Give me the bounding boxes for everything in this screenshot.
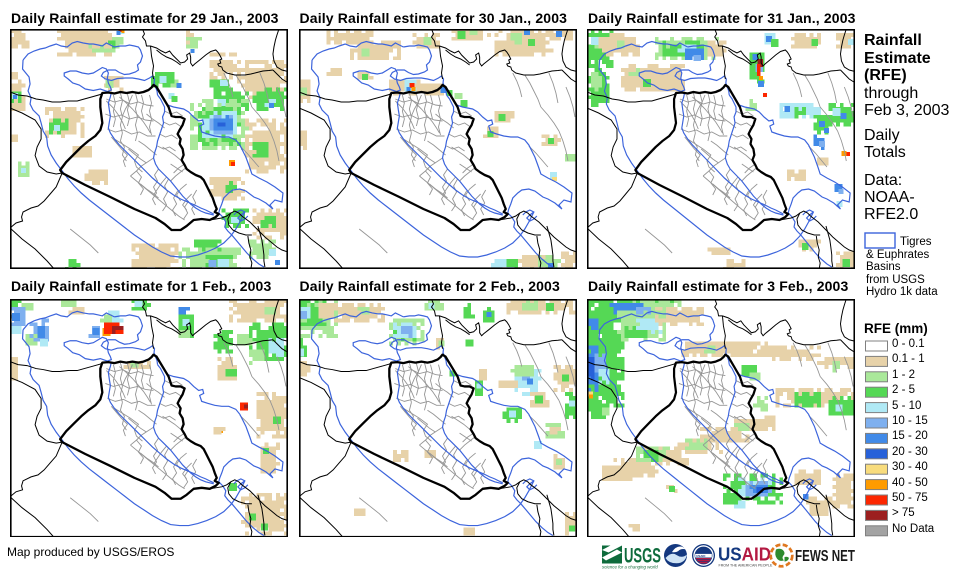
svg-text:FROM THE AMERICAN PEOPLE: FROM THE AMERICAN PEOPLE	[719, 564, 773, 568]
svg-text:USAID: USAID	[696, 554, 706, 558]
svg-text:USGS: USGS	[624, 545, 661, 568]
svg-text:USAID: USAID	[718, 545, 771, 565]
svg-text:FEWS NET: FEWS NET	[795, 548, 855, 565]
svg-text:science for a changing world: science for a changing world	[602, 565, 658, 570]
